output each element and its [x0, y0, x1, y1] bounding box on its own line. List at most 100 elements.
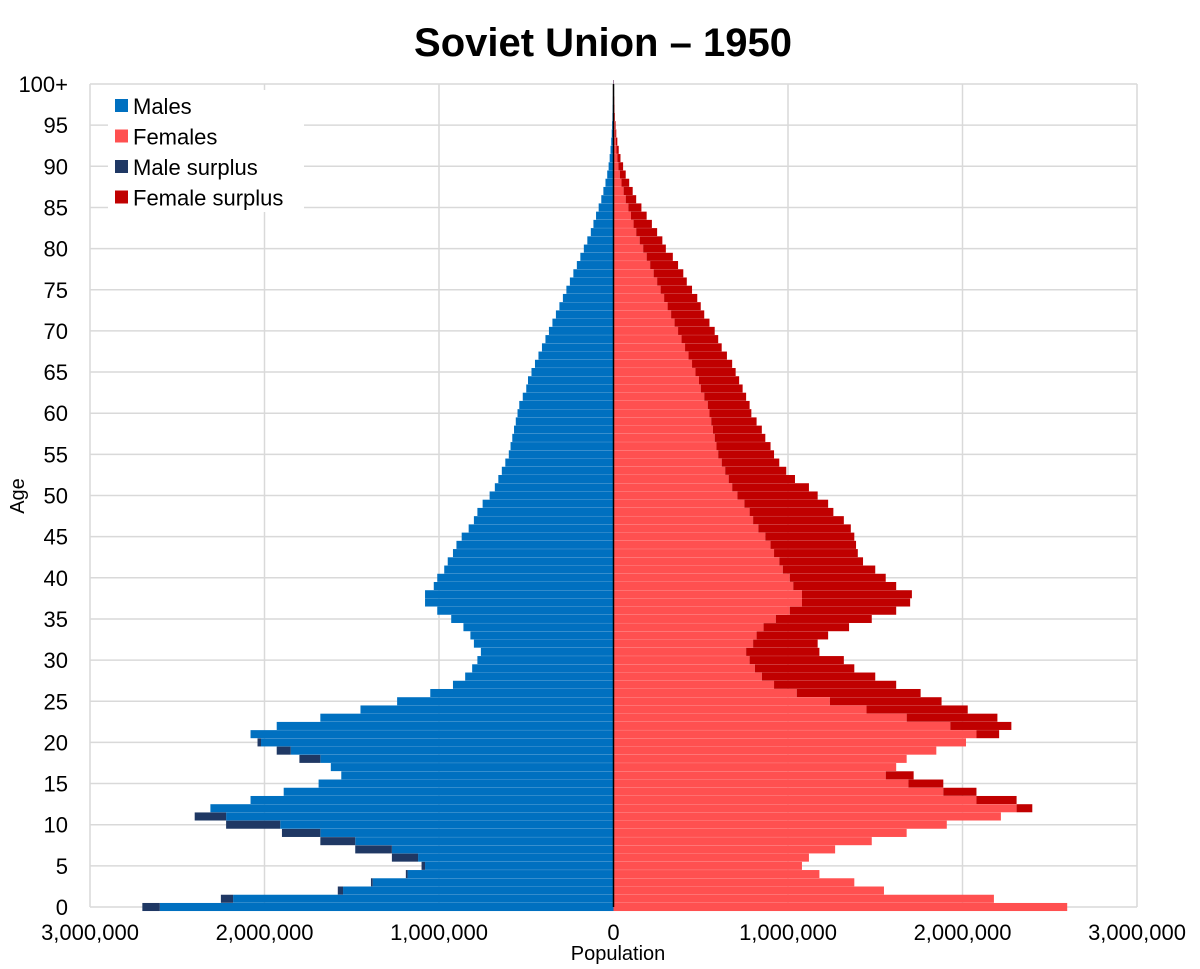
female-surplus-bar — [801, 590, 912, 599]
female-surplus-bar — [866, 705, 968, 714]
female-surplus-bar — [774, 680, 897, 689]
male-surplus-bar — [370, 878, 373, 887]
male-bar — [607, 170, 614, 179]
female-surplus-bar — [615, 129, 617, 138]
male-bar — [527, 376, 614, 385]
x-axis-label: Population — [571, 943, 666, 965]
male-bar — [590, 228, 614, 237]
female-bar — [613, 886, 884, 895]
female-surplus-bar — [660, 285, 693, 294]
female-surplus-bar — [716, 442, 771, 451]
female-surplus-bar — [749, 507, 834, 516]
female-surplus-bar — [796, 688, 921, 698]
female-bar — [613, 351, 689, 360]
female-bar — [613, 738, 966, 747]
male-bar — [444, 565, 614, 574]
female-bar — [613, 853, 809, 862]
female-bar — [613, 549, 775, 558]
female-surplus-bar — [737, 491, 818, 500]
female-bar — [613, 425, 713, 434]
male-bar — [250, 730, 614, 739]
female-surplus-bar — [718, 450, 775, 459]
female-bar — [613, 186, 624, 196]
legend-swatch — [115, 160, 128, 173]
male-bar — [480, 647, 614, 656]
male-bar — [548, 326, 614, 335]
male-bar — [473, 516, 614, 525]
female-bar — [613, 870, 820, 879]
female-bar — [613, 244, 644, 253]
y-tick-label: 95 — [44, 113, 68, 138]
female-surplus-bar — [885, 771, 914, 780]
legend-label: Females — [133, 125, 217, 150]
female-bar — [613, 475, 729, 484]
female-surplus-bar — [615, 137, 618, 146]
male-bar — [463, 623, 614, 632]
male-bar — [473, 639, 614, 648]
male-bar — [425, 590, 614, 599]
male-bar — [605, 178, 614, 187]
y-tick-label: 80 — [44, 237, 68, 262]
female-surplus-bar — [754, 664, 855, 673]
male-surplus-bar — [281, 828, 321, 837]
female-surplus-bar — [906, 713, 998, 722]
female-bar — [613, 795, 977, 805]
male-bar — [596, 211, 614, 220]
male-bar — [477, 507, 614, 516]
legend-swatch — [115, 129, 128, 143]
female-surplus-bar — [774, 549, 858, 558]
female-surplus-bar — [699, 376, 740, 385]
male-bar — [608, 162, 614, 171]
female-surplus-bar — [770, 540, 857, 549]
female-surplus-bar — [616, 145, 619, 154]
male-bar — [468, 524, 614, 533]
legend: Males Females Male surplus Female surplus — [108, 90, 304, 212]
female-bar — [613, 590, 802, 599]
y-tick-label: 5 — [56, 854, 68, 879]
female-bar — [613, 746, 937, 755]
female-surplus-bar — [714, 433, 766, 442]
legend-label: Males — [133, 94, 192, 119]
y-tick-label: 100+ — [18, 72, 68, 97]
y-tick-label: 90 — [44, 154, 68, 179]
tick-labels: 0 5 10 15 20 25 30 35 40 45 50 55 60 65 70 75 80 85 90 95 10… — [18, 72, 1186, 945]
female-bar — [613, 203, 629, 212]
male-bar — [514, 425, 614, 434]
female-surplus-bar — [829, 697, 942, 706]
male-surplus-bar — [421, 861, 426, 870]
female-bar — [613, 713, 907, 722]
female-bar — [613, 730, 977, 739]
female-surplus-bar — [700, 384, 743, 393]
male-bar — [538, 351, 614, 360]
y-tick-label: 85 — [44, 195, 68, 220]
female-bar — [613, 335, 682, 344]
female-bar — [613, 293, 665, 303]
male-bar — [501, 466, 614, 475]
female-bar — [613, 721, 951, 730]
female-surplus-bar — [976, 795, 1017, 805]
male-bar — [489, 491, 614, 500]
female-surplus-bar — [746, 647, 820, 656]
female-surplus-bar — [653, 269, 684, 278]
female-surplus-bar — [789, 606, 897, 615]
x-tick-label: 3,000,000 — [41, 920, 139, 945]
male-bar — [447, 557, 614, 566]
male-bar — [555, 310, 614, 319]
female-surplus-bar — [667, 302, 701, 311]
male-bar — [569, 277, 614, 286]
chart-title: Soviet Union – 1950 — [414, 21, 792, 65]
male-bar — [601, 195, 614, 204]
female-bar — [613, 672, 762, 681]
male-bar — [517, 409, 614, 418]
female-bar — [613, 261, 651, 270]
male-bar — [355, 837, 614, 846]
male-bar — [437, 573, 614, 582]
female-surplus-bar — [617, 154, 621, 163]
female-bar — [613, 162, 619, 171]
y-tick-label: 30 — [44, 648, 68, 673]
male-bar — [610, 145, 614, 154]
female-bar — [613, 631, 757, 640]
female-bar — [613, 400, 708, 410]
female-bar — [613, 178, 622, 187]
male-surplus-bar — [226, 820, 281, 829]
